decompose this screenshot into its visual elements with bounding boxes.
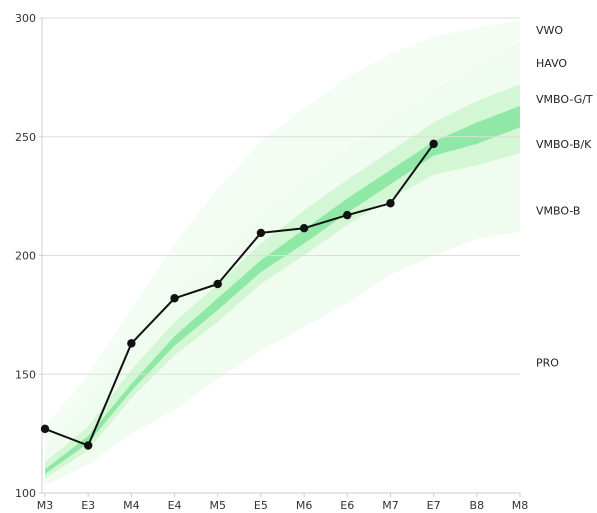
x-tick-label: M6 xyxy=(296,499,313,512)
level-labels: VWO HAVO VMBO-G/T VMBO-B/K VMBO-B PRO xyxy=(536,24,593,370)
level-bands xyxy=(45,20,520,486)
x-tick-label: E6 xyxy=(340,499,354,512)
x-tick-label: E7 xyxy=(427,499,441,512)
data-point xyxy=(343,210,352,220)
level-label: PRO xyxy=(536,356,559,369)
grid-lines xyxy=(42,17,520,375)
y-tick-label: 200 xyxy=(15,250,36,263)
data-point xyxy=(256,228,266,238)
x-tick-label: M3 xyxy=(37,499,54,512)
band-upper-zone xyxy=(45,20,520,446)
score-series xyxy=(40,139,438,450)
y-tick-label: 300 xyxy=(15,12,36,25)
tick-labels: 100 150 200 250 300 M3 E3 M4 E4 M5 E5 M6 E6 M7 E7 B8 M8 xyxy=(15,12,528,512)
level-label: VMBO-B xyxy=(536,204,580,217)
series-line xyxy=(44,143,435,447)
x-tick-label: M4 xyxy=(123,499,140,512)
data-point xyxy=(213,279,222,289)
level-label: HAVO xyxy=(536,57,567,70)
x-tick-label: E5 xyxy=(254,499,268,512)
x-tick-label: M5 xyxy=(209,499,226,512)
data-point xyxy=(40,424,50,434)
x-tick-label: E3 xyxy=(81,499,95,512)
data-point xyxy=(299,223,309,233)
y-tick-label: 250 xyxy=(15,131,36,144)
x-tick-label: E4 xyxy=(168,499,182,512)
data-point xyxy=(429,139,438,149)
level-label: VWO xyxy=(536,24,563,37)
x-tick-label: M8 xyxy=(512,499,529,512)
x-tick-label: B8 xyxy=(470,499,485,512)
data-point xyxy=(127,339,136,348)
level-label: VMBO-G/T xyxy=(536,93,593,106)
data-point xyxy=(83,441,93,450)
y-tick-label: 100 xyxy=(15,487,36,500)
level-label: VMBO-B/K xyxy=(536,138,592,151)
data-point xyxy=(386,199,395,208)
data-point xyxy=(170,294,179,303)
y-tick-label: 150 xyxy=(15,368,36,381)
x-tick-label: M7 xyxy=(382,499,399,512)
band-middle xyxy=(45,84,520,479)
